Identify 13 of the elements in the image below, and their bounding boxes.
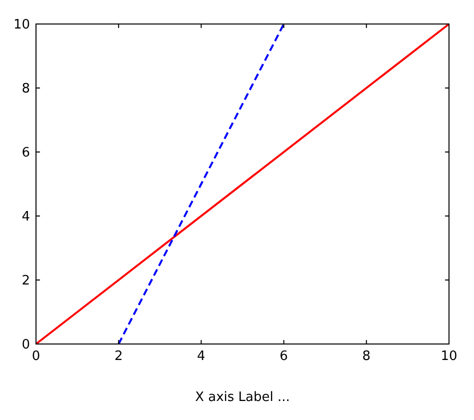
x-tick-label: 2	[114, 349, 123, 364]
x-tick-label: 0	[32, 349, 40, 364]
x-tick-label: 8	[362, 349, 371, 364]
y-tick-label: 8	[22, 82, 30, 97]
y-tick-label: 10	[13, 18, 30, 33]
y-tick-label: 0	[22, 338, 30, 353]
y-tick-label: 2	[22, 274, 30, 289]
y-tick-label: 4	[22, 210, 30, 225]
x-axis-title: X axis Label ...	[195, 390, 290, 405]
x-tick-label: 10	[440, 349, 458, 364]
y-tick-label: 6	[22, 146, 30, 161]
x-tick-label: 4	[197, 349, 206, 364]
x-tick-label: 6	[280, 349, 288, 364]
